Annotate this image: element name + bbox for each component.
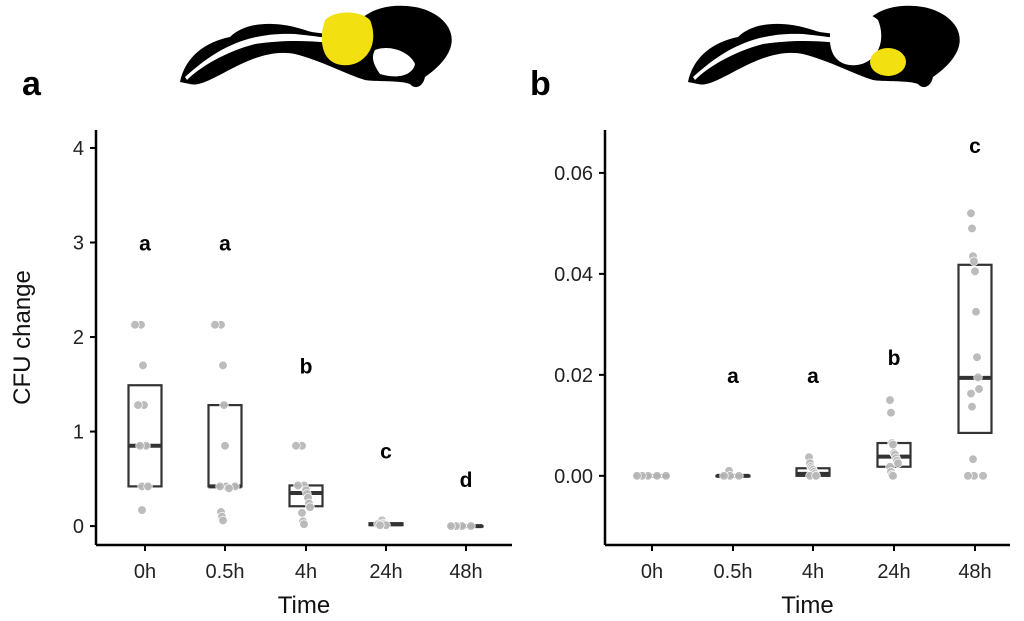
data-point — [968, 454, 978, 464]
significance-letter: a — [139, 232, 151, 255]
data-point — [966, 208, 976, 218]
data-point — [969, 256, 979, 266]
data-point — [734, 471, 744, 481]
x-tick-label: 0.5h — [206, 561, 245, 583]
y-tick-label: 0.02 — [554, 365, 593, 387]
y-tick-label: 2 — [73, 327, 84, 349]
y-axis-title: CFU change — [9, 270, 36, 405]
y-tick-label: 4 — [73, 138, 84, 160]
data-point — [971, 307, 981, 317]
x-tick-label: 24h — [877, 561, 910, 583]
data-point — [661, 471, 671, 481]
data-point — [966, 388, 976, 399]
y-tick-label: 1 — [73, 422, 84, 444]
data-point — [137, 505, 147, 515]
data-point — [888, 471, 898, 481]
significance-letter: b — [888, 347, 901, 370]
data-point — [135, 441, 145, 451]
x-tick-label: 48h — [449, 561, 482, 583]
significance-letter: a — [727, 365, 739, 388]
x-tick-label: 48h — [958, 561, 991, 583]
significance-letter: a — [219, 232, 231, 255]
x-axis-title: Time — [278, 592, 330, 619]
data-point — [893, 458, 903, 468]
y-tick-label: 0.04 — [554, 264, 593, 286]
data-point — [218, 515, 228, 526]
significance-letter: a — [807, 365, 819, 388]
y-tick-label: 0 — [73, 516, 84, 538]
data-point — [143, 481, 153, 492]
data-point — [375, 520, 385, 530]
data-point — [632, 471, 642, 481]
x-tick-label: 0.5h — [714, 561, 753, 583]
data-point — [291, 441, 301, 451]
significance-letter: d — [460, 469, 473, 492]
data-point — [299, 519, 309, 529]
ant-illustration-b — [688, 5, 960, 88]
data-point — [297, 508, 307, 518]
data-point — [963, 471, 973, 481]
data-point — [973, 372, 983, 383]
data-point — [970, 266, 980, 277]
data-point — [886, 408, 896, 418]
data-point — [972, 352, 982, 362]
data-point — [978, 471, 988, 481]
data-point — [446, 521, 456, 531]
box-0h — [127, 384, 163, 488]
y-tick-label: 3 — [73, 232, 84, 254]
panel-a: a 0 1 2 3 4 0h a 0.5h a 4h b 24h c 48h d Time CFU change — [9, 65, 512, 619]
data-point — [652, 471, 662, 481]
data-point — [811, 471, 821, 481]
data-point — [130, 320, 140, 330]
data-point — [719, 471, 729, 481]
y-tick-label: 0.00 — [554, 466, 593, 488]
data-point — [218, 360, 228, 371]
ant-illustration-a — [180, 5, 452, 88]
y-tick-label: 0.06 — [554, 163, 593, 185]
data-point — [888, 439, 898, 450]
data-point — [133, 400, 143, 410]
x-tick-label: 0h — [641, 561, 663, 583]
data-point — [215, 481, 225, 492]
data-point — [220, 441, 230, 451]
data-point — [974, 384, 984, 394]
data-point — [466, 521, 476, 531]
data-point — [885, 395, 895, 405]
significance-letter: b — [300, 355, 313, 378]
x-tick-label: 0h — [134, 561, 156, 583]
x-axis-title: Time — [781, 592, 833, 619]
x-tick-label: 24h — [369, 561, 402, 583]
x-tick-label: 4h — [295, 561, 317, 583]
data-point — [138, 360, 148, 371]
significance-letter: c — [969, 135, 981, 158]
data-point — [967, 402, 977, 412]
data-point — [967, 223, 977, 234]
x-tick-label: 4h — [802, 561, 824, 583]
data-point — [305, 502, 315, 512]
data-point — [219, 400, 229, 410]
significance-letter: c — [380, 440, 392, 463]
data-point — [293, 480, 303, 491]
panel-label: a — [22, 65, 42, 103]
panel-label: b — [530, 65, 551, 103]
data-point — [224, 483, 234, 493]
panel-b: b 0.00 0.02 0.04 0.06 0h 0.5h a 4h a 24h b 48h c Time — [530, 65, 1010, 619]
data-point — [210, 320, 220, 330]
